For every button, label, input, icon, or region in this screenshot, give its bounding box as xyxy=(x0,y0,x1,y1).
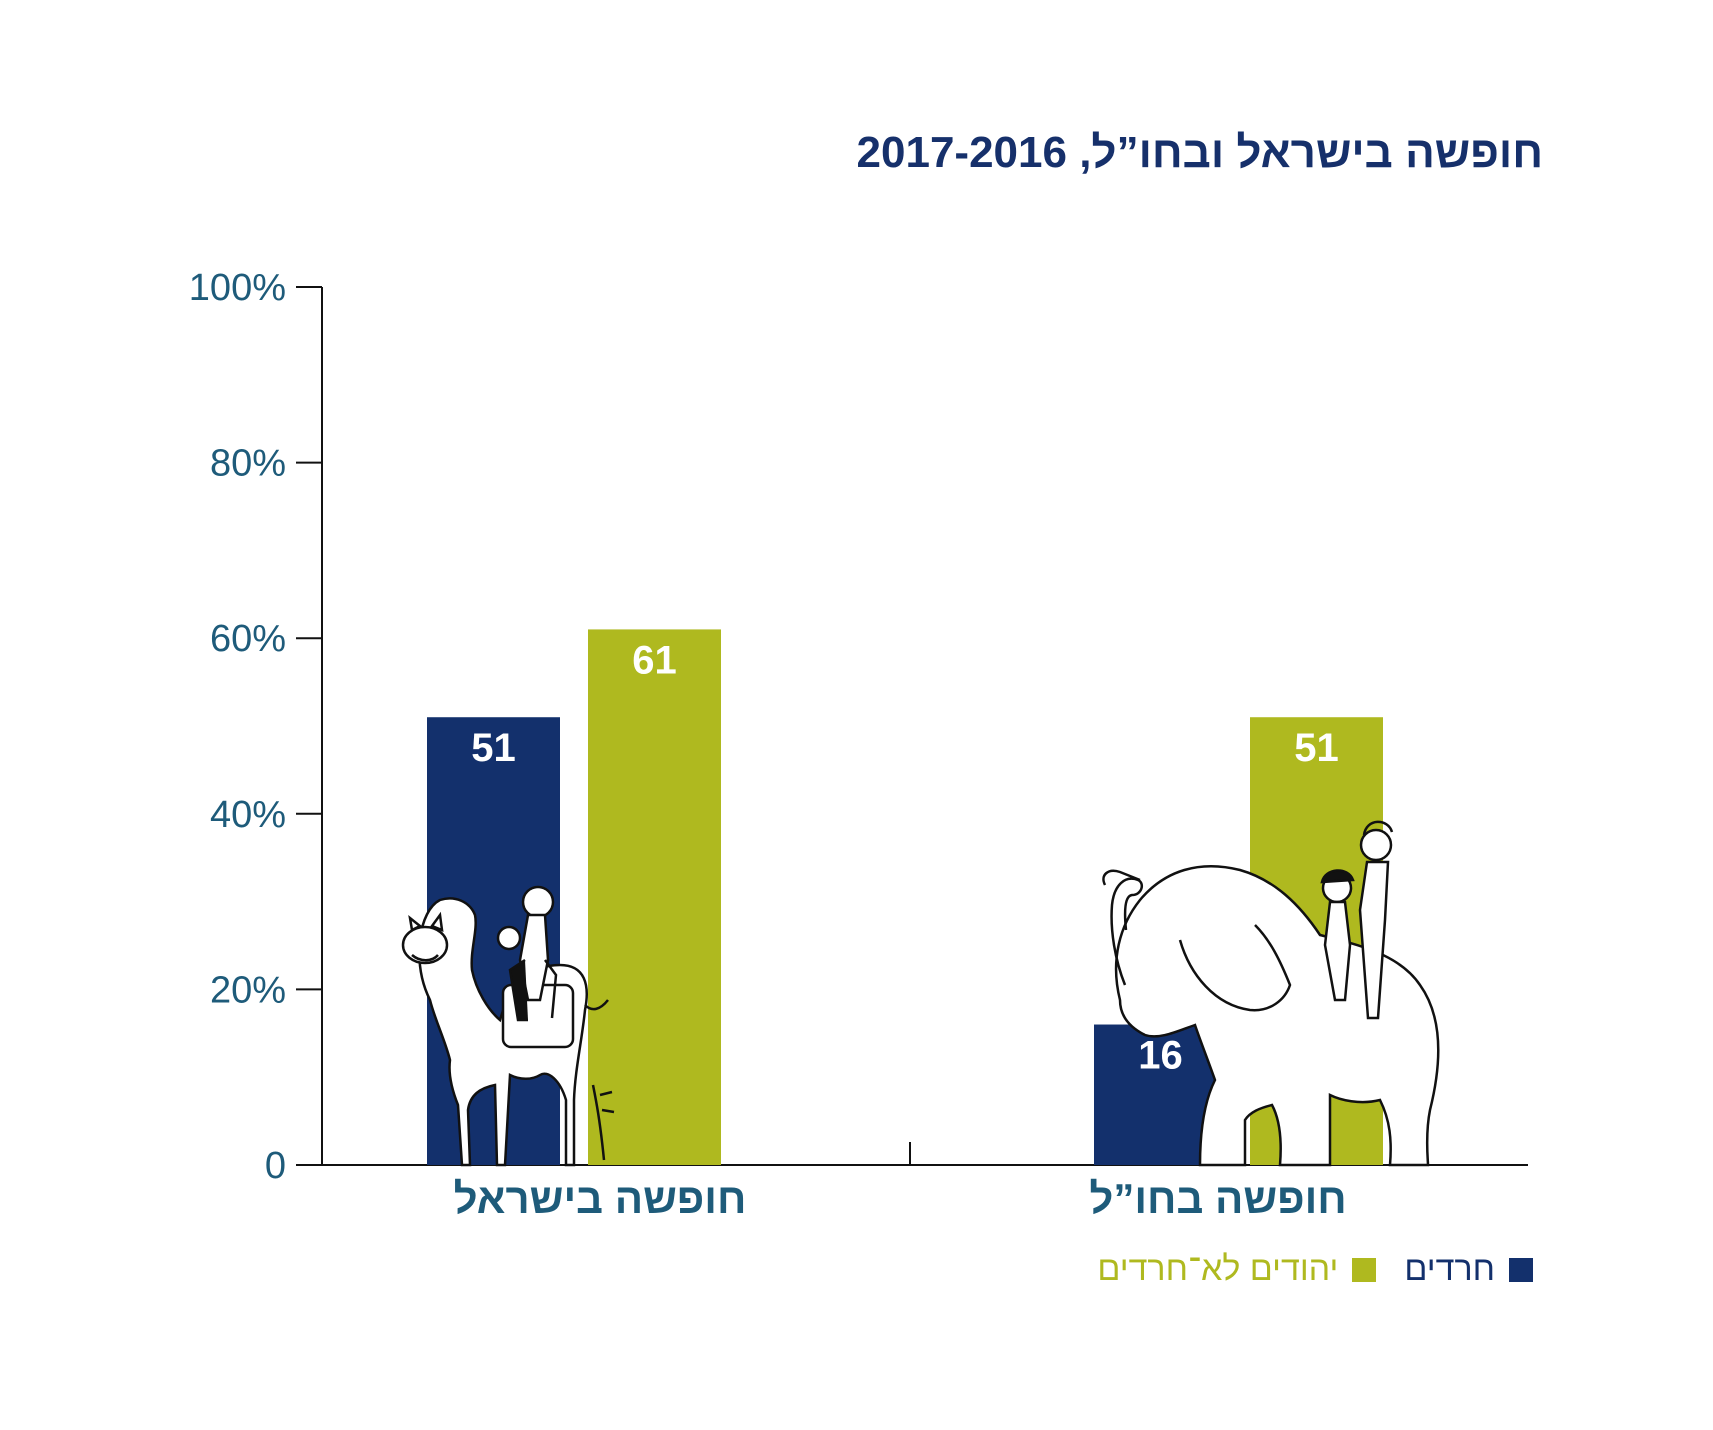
category-label-1: חופשה בחו”ל xyxy=(1089,1175,1346,1222)
category-labels: חופשה בישראל חופשה בחו”ל xyxy=(454,1175,1347,1222)
chart-title: חופשה בישראל ובחו”ל, 2017-2016 xyxy=(856,128,1543,177)
legend-item-non-haredi-jews: יהודים לא־חרדים xyxy=(1097,1250,1377,1289)
illustrations xyxy=(401,820,1440,1167)
chart-axes: 0 20% 40% 60% 80% 100% xyxy=(189,267,1528,1187)
category-label-0: חופשה בישראל xyxy=(454,1175,747,1222)
y-tick-label: 40% xyxy=(210,794,286,836)
data-label-0-1: 61 xyxy=(632,638,677,682)
elephant-illustration xyxy=(1102,820,1440,1167)
data-labels: 51 61 16 51 xyxy=(471,638,1339,1077)
legend-swatch-non-haredi-jews xyxy=(1352,1257,1377,1282)
legend: חרדים יהודים לא־חרדים xyxy=(1097,1250,1533,1289)
legend-label-haredim: חרדים xyxy=(1404,1250,1495,1288)
data-label-1-1: 51 xyxy=(1294,726,1339,770)
y-tick-label: 100% xyxy=(189,267,286,309)
legend-swatch-haredim xyxy=(1509,1257,1533,1282)
y-tick-label: 80% xyxy=(210,443,286,485)
y-tick-label: 60% xyxy=(210,618,286,660)
camel-illustration xyxy=(401,885,615,1167)
y-tick-label: 20% xyxy=(210,969,286,1011)
legend-item-haredim: חרדים xyxy=(1404,1250,1533,1289)
data-label-0-0: 51 xyxy=(471,726,516,770)
bar-0-1 xyxy=(588,629,721,1165)
legend-label-non-haredi-jews: יהודים לא־חרדים xyxy=(1097,1250,1339,1288)
data-label-1-0: 16 xyxy=(1138,1034,1183,1078)
y-tick-label: 0 xyxy=(265,1145,286,1187)
